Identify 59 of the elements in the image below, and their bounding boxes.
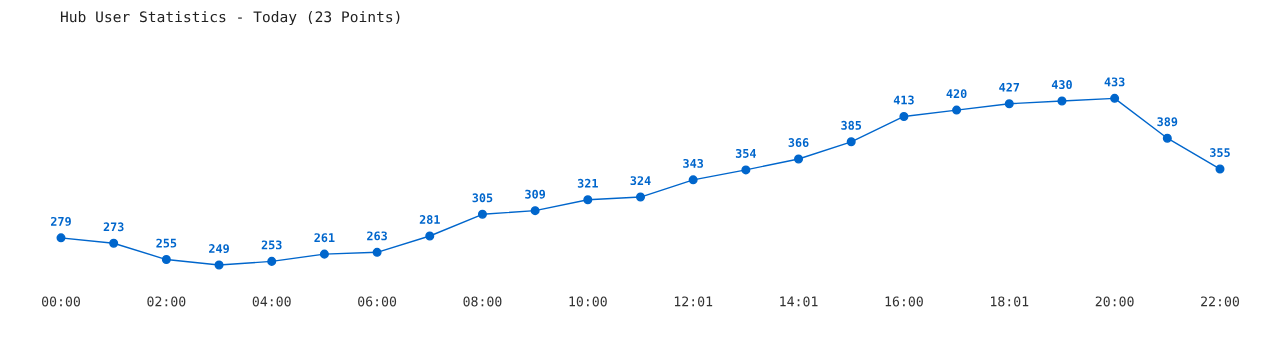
point: [846, 137, 856, 147]
data-label: 343: [683, 158, 704, 168]
point: [372, 247, 382, 257]
point: [1057, 96, 1067, 106]
data-label: 273: [103, 222, 124, 232]
data-label: 389: [1157, 117, 1178, 127]
point: [530, 206, 540, 216]
x-tick-label: 08:00: [463, 296, 502, 307]
x-tick-label: 18:01: [991, 296, 1029, 307]
data-label: 413: [893, 95, 914, 105]
point: [741, 165, 751, 175]
point: [794, 154, 804, 164]
data-label: 249: [209, 244, 229, 254]
data-label: 279: [51, 216, 71, 226]
data-label: 427: [999, 82, 1020, 92]
data-label: 420: [946, 89, 967, 99]
data-label: 433: [1104, 77, 1125, 87]
data-label: 253: [261, 240, 282, 250]
x-tick-label: 12:01: [674, 296, 713, 307]
data-label: 430: [1051, 80, 1072, 90]
data-label: 366: [788, 138, 809, 148]
data-label: 255: [156, 238, 177, 248]
data-label: 305: [472, 193, 493, 203]
x-tick-label: 10:00: [569, 296, 607, 307]
point: [267, 256, 277, 266]
data-label: 263: [367, 231, 387, 241]
data-label: 385: [841, 120, 862, 130]
point: [583, 195, 593, 205]
data-label: 355: [1210, 148, 1230, 157]
point: [214, 260, 224, 270]
x-tick-label: 00:00: [42, 296, 80, 307]
x-tick-label: 20:00: [1095, 296, 1134, 307]
point: [1215, 164, 1225, 174]
point: [477, 209, 487, 219]
data-label: 261: [314, 233, 335, 243]
data-label: 321: [577, 178, 598, 188]
x-tick-label: 14:01: [780, 296, 818, 307]
point: [425, 231, 435, 241]
point: [1110, 93, 1120, 103]
x-tick-label: 02:00: [147, 296, 186, 307]
x-tick-label: 16:00: [885, 296, 923, 307]
point: [899, 111, 909, 121]
chart-title: Hub User Statistics - Today (23 Points): [60, 10, 400, 26]
data-label: 354: [735, 148, 756, 158]
point: [319, 249, 329, 259]
x-tick-label: 22:00: [1201, 296, 1239, 307]
point: [635, 192, 646, 202]
point: [56, 233, 66, 243]
x-tick-label: 04:00: [252, 296, 291, 307]
data-label: 309: [525, 189, 546, 199]
point: [1004, 99, 1014, 109]
point: [1162, 133, 1172, 143]
point: [688, 175, 698, 185]
point: [161, 255, 171, 265]
data-label: 324: [630, 176, 651, 186]
data-label: 281: [419, 215, 440, 224]
x-tick-label: 06:00: [358, 296, 397, 307]
point: [109, 238, 119, 248]
point: [952, 105, 962, 115]
